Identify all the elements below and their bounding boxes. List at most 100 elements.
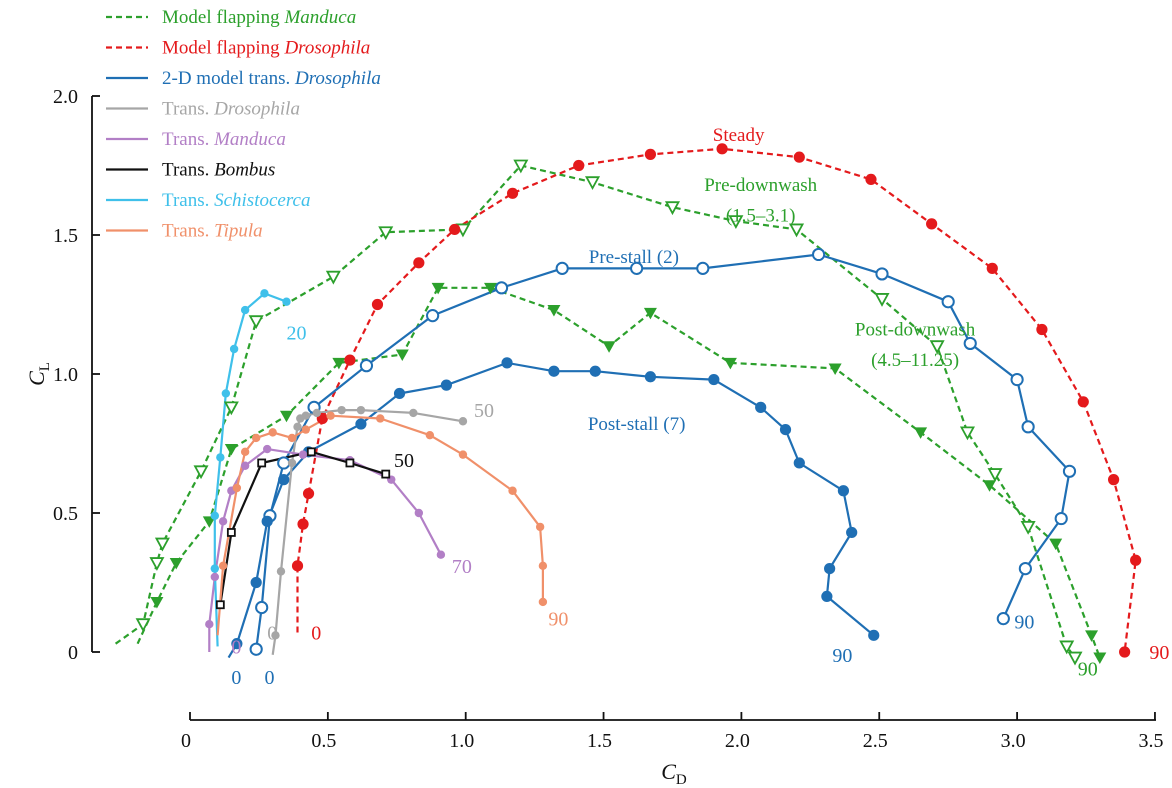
data-point (249, 642, 263, 656)
data-point (426, 309, 440, 323)
data-point (216, 453, 225, 462)
data-point (914, 427, 928, 439)
series-end-label: 0 (231, 667, 241, 689)
data-point (229, 344, 239, 354)
data-point (278, 474, 290, 486)
y-tick-label: 1.0 (53, 364, 78, 386)
data-point (865, 173, 877, 185)
data-point (215, 600, 225, 610)
data-point (325, 270, 341, 285)
series-end-label: 70 (452, 556, 472, 578)
data-point (301, 411, 310, 420)
data-point (779, 424, 792, 436)
data-point (513, 159, 529, 174)
data-point (1077, 396, 1089, 408)
series-end-label: 0 (264, 667, 274, 689)
data-point (376, 414, 385, 423)
data-point (846, 526, 858, 539)
data-point (1107, 474, 1120, 486)
x-tick-label: 0 (181, 730, 191, 752)
data-point (344, 354, 356, 366)
series-line (213, 292, 287, 647)
data-point (223, 401, 239, 416)
data-point (371, 298, 384, 311)
data-point (837, 485, 850, 497)
data-point (302, 487, 315, 500)
data-point (277, 456, 291, 470)
series-end-label: 90 (1149, 642, 1169, 664)
data-point (494, 281, 509, 295)
y-tick-label: 0.5 (53, 503, 78, 525)
data-point (1010, 372, 1024, 387)
data-point (506, 187, 519, 199)
legend-label: Model flapping Drosophila (162, 38, 370, 59)
data-point (602, 341, 616, 353)
data-point (298, 450, 308, 459)
data-point (959, 426, 975, 441)
axes: 00.51.01.52.0 0 0.5 1.0 1.5 2.0 2.5 3.0 3.5 CD … (24, 86, 1163, 788)
data-point (312, 408, 322, 418)
data-point (279, 410, 293, 423)
data-point (355, 418, 367, 430)
data-point (449, 223, 461, 236)
series-end-label: 20 (286, 322, 306, 344)
data-point (359, 359, 374, 373)
data-point (262, 444, 272, 454)
data-point (276, 567, 286, 576)
data-point (291, 560, 304, 572)
legend-label: Trans. Manduca (162, 129, 286, 150)
data-point (1062, 464, 1077, 478)
data-point (458, 417, 468, 426)
x-tick-label: 3.5 (1138, 730, 1163, 752)
y-axis-title: CL (24, 362, 53, 386)
data-point (282, 297, 291, 306)
data-point (436, 550, 446, 559)
y-tick-label: 1.5 (53, 225, 78, 247)
data-point (875, 267, 889, 281)
data-point (986, 262, 998, 274)
data-point (218, 517, 228, 526)
data-point (150, 596, 164, 609)
data-point (210, 511, 220, 520)
data-point (728, 215, 744, 229)
data-point (287, 458, 297, 468)
data-point (271, 631, 280, 640)
curve-annotation: Pre-stall (2) (589, 247, 679, 268)
data-point (345, 458, 355, 468)
data-point (409, 408, 418, 418)
data-point (983, 480, 997, 492)
y-tick-label: 0 (68, 642, 78, 664)
data-point (1018, 562, 1032, 576)
data-point (821, 590, 833, 603)
data-point (356, 405, 366, 415)
curve-annotation: (4.5–11.25) (871, 350, 959, 371)
data-point (723, 357, 737, 370)
data-point (332, 357, 346, 370)
data-point (248, 315, 264, 330)
legend-label: Trans. Schistocerca (162, 190, 310, 211)
series-end-label: 90 (1014, 611, 1034, 633)
series-lines (114, 147, 1137, 659)
x-tick-label: 2.0 (725, 730, 750, 752)
data-point (874, 293, 890, 307)
data-point (261, 515, 273, 527)
data-point (1020, 521, 1036, 535)
data-point (789, 223, 805, 238)
data-point (301, 425, 310, 434)
data-point (644, 371, 657, 383)
data-point (929, 340, 945, 355)
data-point (708, 373, 720, 386)
data-point (193, 465, 209, 480)
data-point (231, 638, 243, 650)
data-point (268, 428, 277, 437)
x-tick-label: 1.0 (449, 730, 474, 752)
data-point (1049, 538, 1063, 551)
data-point (535, 522, 545, 532)
data-point (250, 576, 262, 589)
data-point (501, 357, 513, 369)
data-point (793, 457, 805, 469)
series-line (208, 448, 442, 652)
data-point (1054, 511, 1068, 526)
curve-annotation: Post-stall (7) (588, 414, 686, 435)
